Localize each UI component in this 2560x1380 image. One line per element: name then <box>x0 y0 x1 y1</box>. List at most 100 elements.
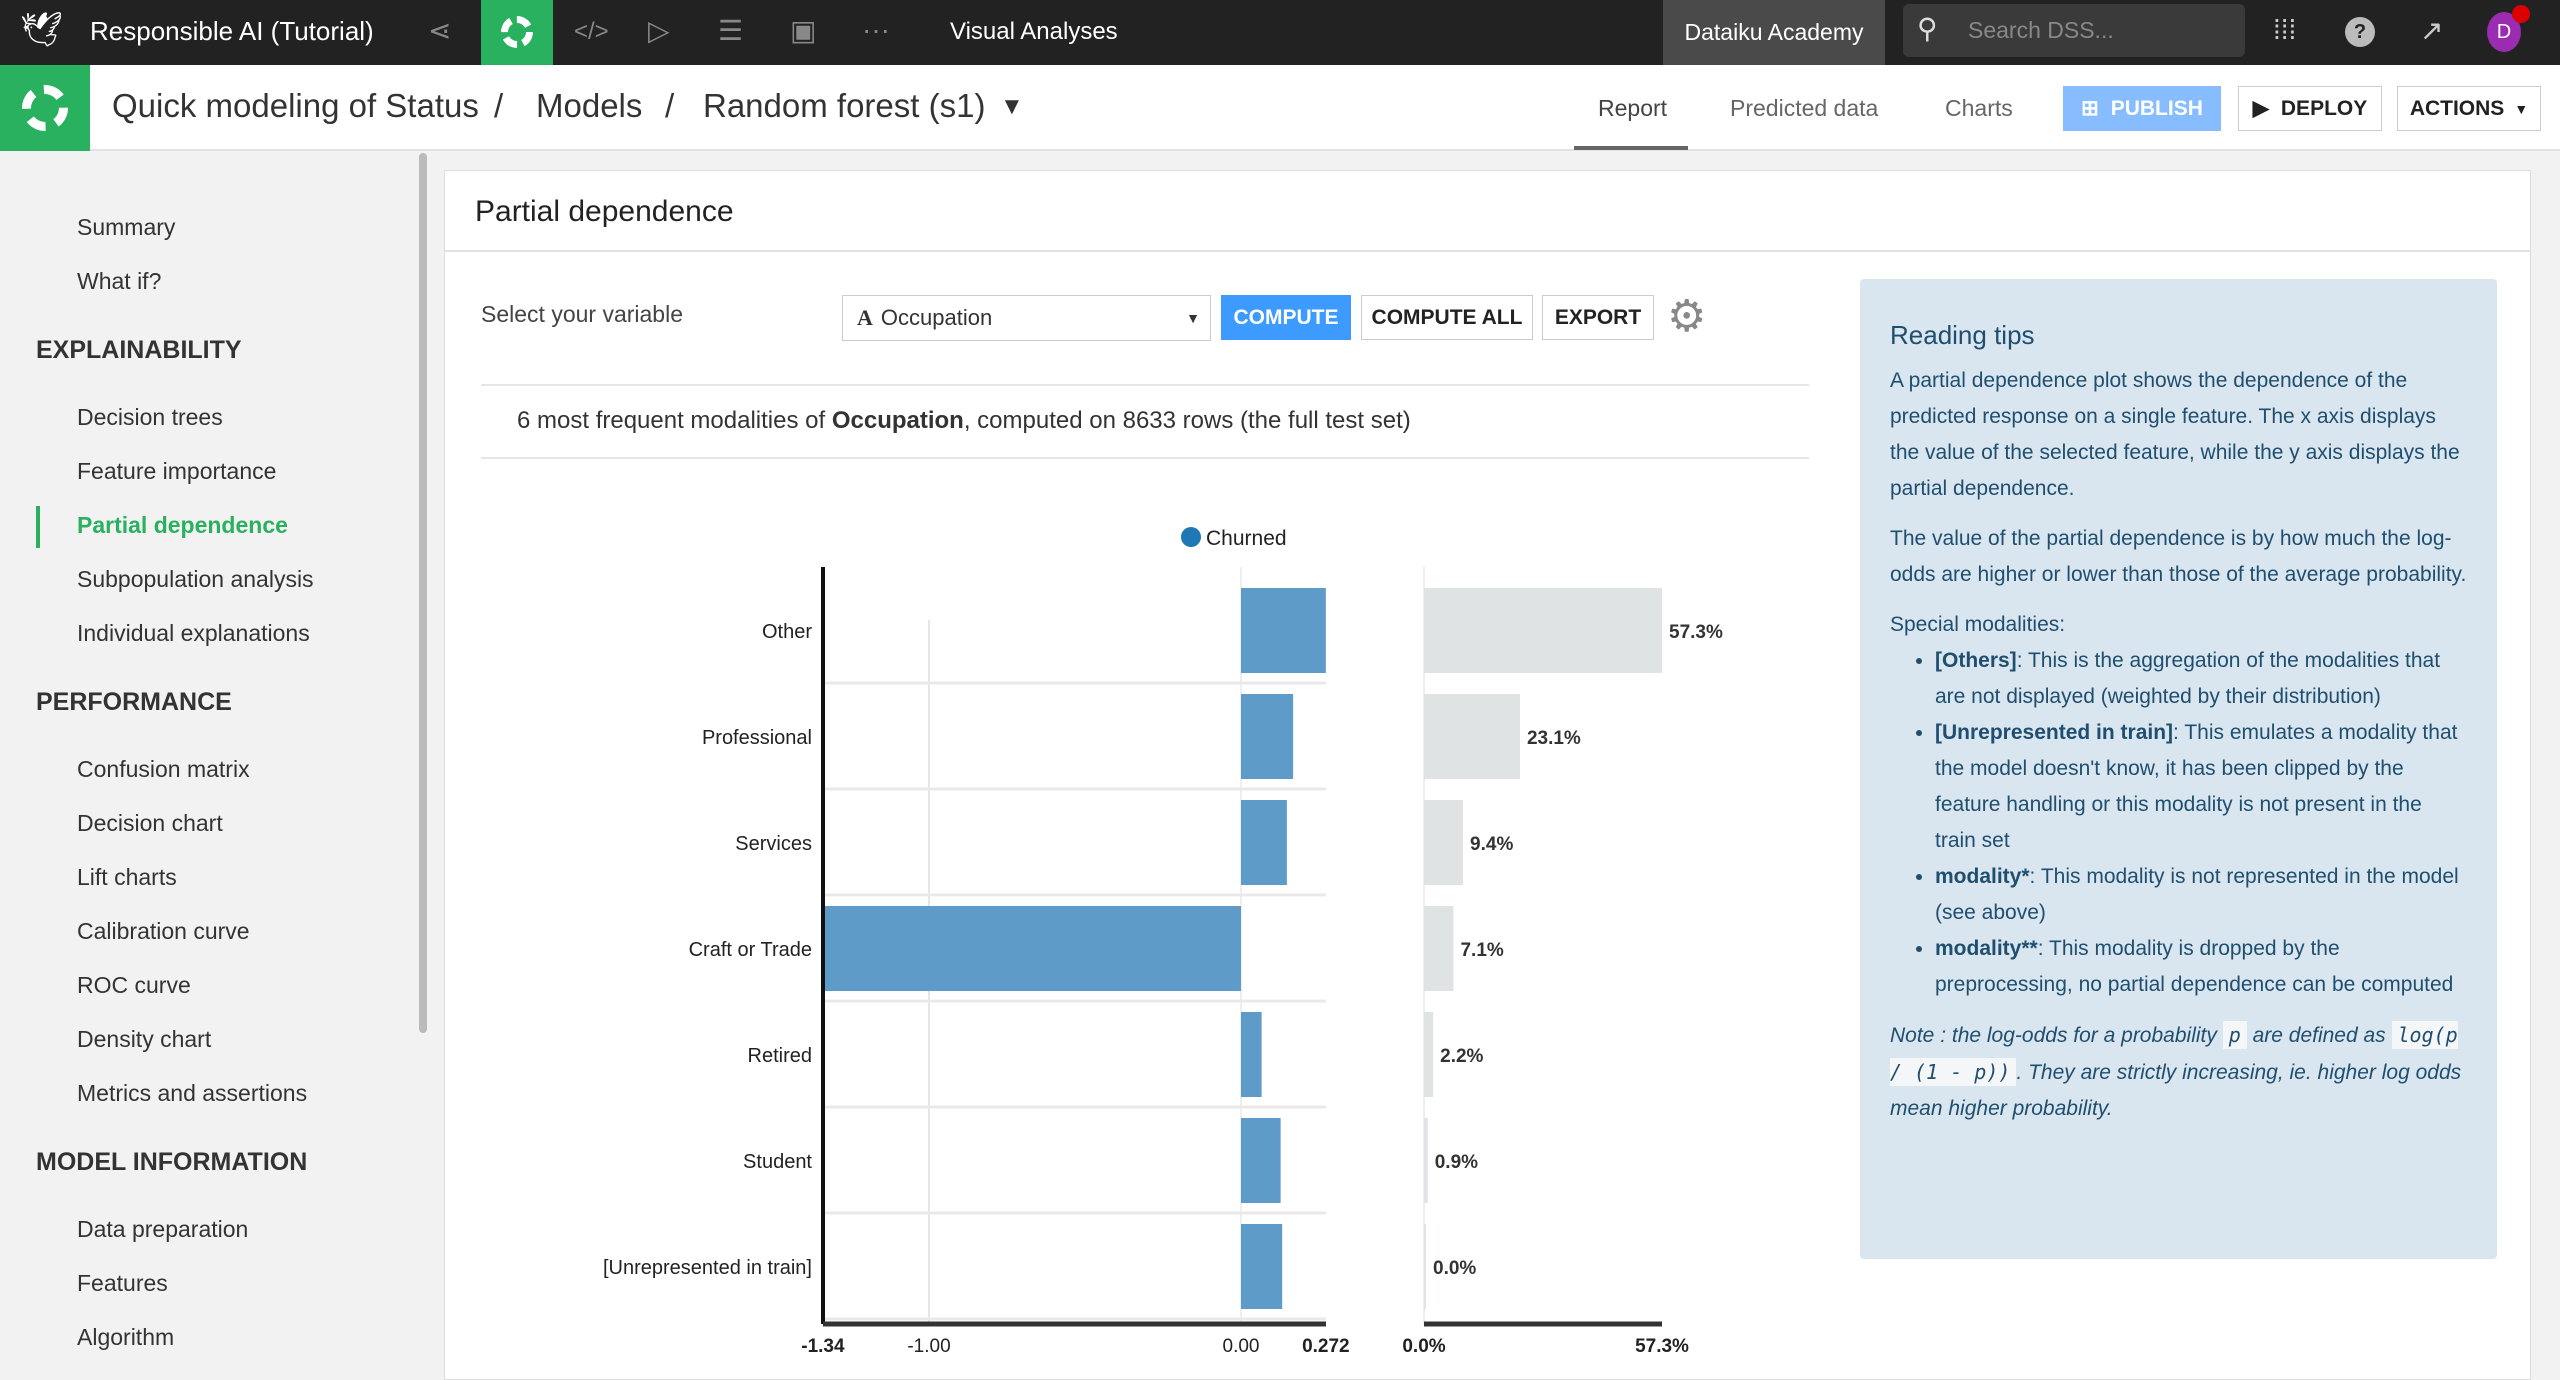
panel-title: Partial dependence <box>475 195 734 228</box>
model-dropdown-icon[interactable]: ▼ <box>1000 93 1024 120</box>
sidebar-item-decision-chart[interactable]: Decision chart <box>77 810 223 836</box>
search-icon: ⚲ <box>1917 13 1938 44</box>
x-tick-label: -1.34 <box>801 1336 845 1357</box>
publish-button[interactable]: ⊞ PUBLISH <box>2063 86 2221 131</box>
modality-tip: [Unrepresented in train]: This emulates … <box>1935 715 2467 859</box>
sidebar-item-lift-charts[interactable]: Lift charts <box>77 864 177 890</box>
breadcrumb-model: Random forest (s1) <box>703 87 986 124</box>
breadcrumb-analysis[interactable]: Quick modeling of Status <box>112 87 479 124</box>
distribution-label: 9.4% <box>1470 834 1513 855</box>
summary-text: , computed on 8633 rows (the full test s… <box>963 407 1411 434</box>
deploy-label: DEPLOY <box>2280 96 2368 120</box>
tips-paragraph: A partial dependence plot shows the depe… <box>1890 369 2460 500</box>
project-name[interactable]: Responsible AI (Tutorial) <box>90 16 374 46</box>
chart-summary: 6 most frequent modalities of Occupation… <box>517 407 1411 435</box>
compute-button[interactable]: COMPUTE <box>1221 295 1351 340</box>
distribution-label: 23.1% <box>1527 728 1581 749</box>
tips-title: Reading tips <box>1890 320 2035 350</box>
sidebar-scrollbar[interactable] <box>419 153 427 1033</box>
distribution-bar <box>1424 906 1454 991</box>
actions-button[interactable]: ACTIONS ▼ <box>2397 86 2541 131</box>
x-tick-label: 57.3% <box>1635 1336 1689 1357</box>
compute-all-button[interactable]: COMPUTE ALL <box>1361 295 1533 340</box>
datasets-icon[interactable]: ☰ <box>718 15 744 46</box>
active-tab-indicator <box>1574 146 1688 150</box>
tip-term: [Unrepresented in train] <box>1935 721 2174 744</box>
help-icon[interactable]: ? <box>2345 17 2375 47</box>
run-icon[interactable]: ▷ <box>648 15 670 46</box>
distribution-label: 57.3% <box>1669 622 1723 643</box>
sidebar-item-confusion-matrix[interactable]: Confusion matrix <box>77 756 250 782</box>
pd-bar <box>1241 694 1294 779</box>
distribution-label: 0.0% <box>1433 1258 1476 1279</box>
x-tick-label: -1.00 <box>907 1336 950 1357</box>
sidebar-item-metrics-and-assertions[interactable]: Metrics and assertions <box>77 1080 308 1106</box>
sidebar-item-feature-importance[interactable]: Feature importance <box>77 458 277 484</box>
breadcrumb-models[interactable]: Models <box>536 87 643 124</box>
flow-icon[interactable]: ⋖ <box>428 15 452 46</box>
ml-nav-button[interactable] <box>481 0 553 65</box>
play-icon: ▶ <box>2252 97 2269 120</box>
sidebar-item-what-if-[interactable]: What if? <box>77 268 162 294</box>
export-button[interactable]: EXPORT <box>1542 295 1654 340</box>
tab-charts[interactable]: Charts <box>1945 95 2013 121</box>
apps-grid-icon[interactable]: ⁞⁞⁞ <box>2273 14 2297 45</box>
gear-icon[interactable]: ⚙ <box>1667 292 1707 341</box>
sidebar-item-features[interactable]: Features <box>77 1270 168 1296</box>
ml-icon <box>501 16 533 48</box>
variable-value: Occupation <box>880 305 993 330</box>
sidebar-item-roc-curve[interactable]: ROC curve <box>77 972 191 998</box>
category-label: Services <box>735 833 812 855</box>
tips-paragraph: The value of the partial dependence is b… <box>1890 527 2467 586</box>
category-label: Student <box>743 1151 812 1173</box>
more-icon[interactable]: ··· <box>862 14 890 45</box>
divider <box>445 250 2530 252</box>
sidebar-item-summary[interactable]: Summary <box>77 214 176 240</box>
pd-bar <box>1241 1012 1262 1097</box>
activity-icon[interactable]: ↗ <box>2420 15 2444 46</box>
category-label: Professional <box>702 727 812 749</box>
pd-bar <box>1241 1118 1281 1203</box>
ml-logo <box>0 65 90 151</box>
reading-tips: Reading tips A partial dependence plot s… <box>1860 279 2497 1259</box>
tip-term: [Others] <box>1935 649 2017 672</box>
deploy-button[interactable]: ▶ DEPLOY <box>2238 86 2382 131</box>
section-title: Visual Analyses <box>950 18 1118 45</box>
distribution-label: 0.9% <box>1435 1152 1478 1173</box>
ml-icon <box>22 85 68 131</box>
sidebar-item-calibration-curve[interactable]: Calibration curve <box>77 918 250 944</box>
actions-label: ACTIONS <box>2409 96 2505 120</box>
tips-special-heading: Special modalities: <box>1890 613 2066 636</box>
tab-predicted-data[interactable]: Predicted data <box>1730 95 1879 121</box>
sidebar-item-algorithm[interactable]: Algorithm <box>77 1324 175 1350</box>
x-tick-label: 0.0% <box>1402 1336 1445 1357</box>
dashboard-icon[interactable]: ▣ <box>790 15 817 46</box>
variable-select[interactable]: A Occupation ▼ <box>842 295 1211 341</box>
pd-bar <box>822 906 1241 991</box>
tab-report[interactable]: Report <box>1598 95 1668 121</box>
sidebar-item-subpopulation-analysis[interactable]: Subpopulation analysis <box>77 566 314 592</box>
academy-button[interactable]: Dataiku Academy <box>1663 0 1885 65</box>
publish-icon: ⊞ <box>2081 97 2099 120</box>
publish-label: PUBLISH <box>2110 96 2203 120</box>
distribution-bar <box>1424 800 1464 885</box>
distribution-label: 7.1% <box>1460 940 1503 961</box>
bird-logo-icon[interactable]: 🕊 <box>20 11 64 49</box>
code-icon[interactable]: </> <box>574 18 609 45</box>
tip-term: modality** <box>1935 937 2038 960</box>
category-label: Craft or Trade <box>689 939 812 961</box>
summary-feature: Occupation <box>831 407 964 434</box>
distribution-label: 2.2% <box>1440 1046 1483 1067</box>
note-text: Note : the log-odds for a probability <box>1890 1024 2223 1047</box>
search-input[interactable]: ⚲ Search DSS... <box>1903 4 2245 57</box>
x-tick-label: 0.00 <box>1223 1336 1260 1357</box>
sidebar-item-decision-trees[interactable]: Decision trees <box>77 404 223 430</box>
sidebar-item-density-chart[interactable]: Density chart <box>77 1026 212 1052</box>
sidebar-item-partial-dependence[interactable]: Partial dependence <box>77 512 288 538</box>
sidebar-item-data-preparation[interactable]: Data preparation <box>77 1216 249 1242</box>
modality-tip: modality*: This modality is not represen… <box>1935 859 2467 931</box>
pd-bar <box>1241 800 1287 885</box>
category-label: Retired <box>748 1045 812 1067</box>
sidebar-item-individual-explanations[interactable]: Individual explanations <box>77 620 310 646</box>
